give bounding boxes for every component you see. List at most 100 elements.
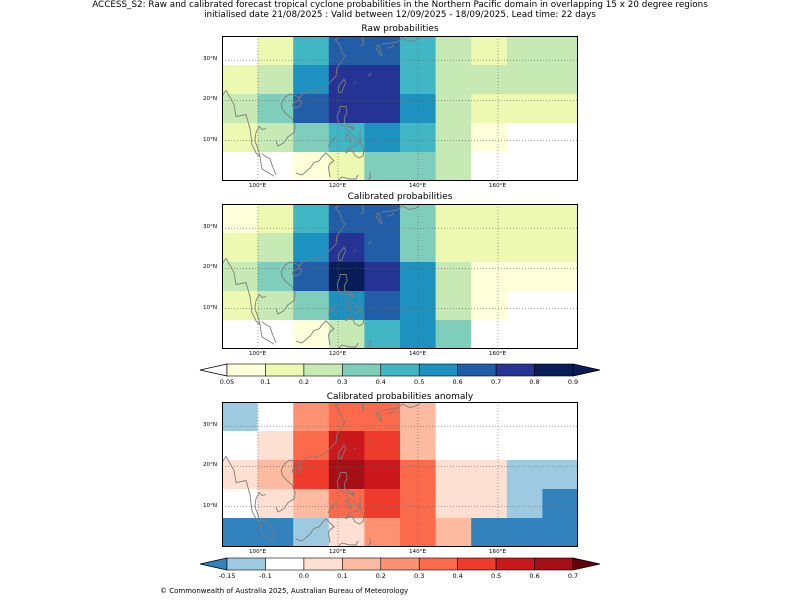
- colorbar-segment: [457, 557, 497, 571]
- coastline: [275, 36, 346, 147]
- region-cell: [471, 518, 508, 547]
- coastline: [295, 518, 335, 544]
- region-cell: [364, 94, 401, 124]
- colorbar-tick-label: 0.7: [567, 572, 579, 580]
- region-cell: [471, 460, 508, 490]
- coastline: [345, 301, 352, 312]
- region-cell: [328, 518, 365, 547]
- region-cell: [506, 460, 543, 490]
- colorbar-segment: [380, 557, 420, 571]
- region-cell: [222, 431, 259, 461]
- longitude-label: 100°E: [249, 351, 267, 357]
- coastline: [261, 321, 277, 344]
- colorbar-tick-label: 0.5: [414, 378, 425, 386]
- colorbar-segment: [380, 363, 420, 377]
- colorbar-tick-label: 0.1: [337, 572, 348, 580]
- colorbar-tick-label: 0.5: [490, 572, 502, 580]
- latitude-label: 10°N: [203, 136, 218, 143]
- coastline: [345, 140, 365, 159]
- longitude-label: 160°E: [489, 183, 507, 189]
- coastline: [353, 447, 356, 450]
- anomaly-panel-title: Calibrated probabilities anomaly: [326, 392, 474, 402]
- region-cell: [542, 518, 578, 547]
- region-cell: [222, 262, 259, 292]
- region-cell: [435, 431, 472, 461]
- colorbar-segment: [342, 363, 382, 377]
- coastline: [353, 81, 356, 84]
- coastline: [336, 274, 356, 299]
- raw-panel-title: Raw probabilities: [361, 24, 439, 34]
- region-cell: [364, 489, 401, 519]
- region-cell: [328, 489, 365, 519]
- coastline: [353, 249, 356, 252]
- region-cell: [400, 291, 437, 321]
- region-cell: [222, 36, 259, 66]
- region-cell: [257, 233, 294, 263]
- region-cell: [257, 65, 294, 95]
- region-cell: [435, 460, 472, 490]
- calibrated-panel-title: Calibrated probabilities: [347, 192, 453, 202]
- region-cell: [542, 320, 578, 349]
- region-cell: [364, 233, 401, 263]
- copyright-notice: © Commonwealth of Australia 2025, Austra…: [160, 587, 409, 595]
- coastline: [295, 152, 335, 178]
- region-cell: [364, 518, 401, 547]
- region-cell: [506, 431, 543, 461]
- coastline: [337, 174, 359, 181]
- latitude-label: 20°N: [203, 264, 218, 271]
- colorbar-tick-label: 0.2: [298, 378, 310, 386]
- longitude-label: 120°E: [329, 549, 347, 555]
- coastline: [254, 491, 267, 523]
- colorbar-segment: [457, 363, 497, 377]
- region-cell: [364, 320, 401, 349]
- region-cell: [506, 36, 543, 66]
- latitude-label: 30°N: [203, 56, 218, 63]
- coastline: [375, 212, 383, 224]
- region-cell: [222, 291, 259, 321]
- coastline: [368, 537, 372, 546]
- latitude-label: 30°N: [203, 224, 218, 231]
- latitude-label: 10°N: [203, 304, 218, 311]
- region-cell: [542, 65, 578, 95]
- region-cell: [435, 233, 472, 263]
- colorbar-tick-label: 0.1: [260, 378, 271, 386]
- region-cell: [506, 65, 543, 95]
- region-cell: [471, 65, 508, 95]
- colorbar-segment: [495, 557, 535, 571]
- region-cell: [293, 431, 330, 461]
- colorbar-tick-label: -0.1: [259, 572, 272, 580]
- region-cell: [328, 152, 365, 181]
- region-cell: [542, 36, 578, 66]
- region-cell: [506, 291, 543, 321]
- coastline: [327, 502, 338, 514]
- region-cell: [222, 320, 259, 349]
- region-cell: [435, 152, 472, 181]
- coastline: [222, 257, 275, 345]
- region-cell: [257, 518, 294, 547]
- calibrated-anomaly-map: 100°E 120°E 140°E 160°E 30°N 20°N 10°N: [203, 402, 578, 555]
- region-cell: [293, 402, 330, 432]
- region-cell: [257, 291, 294, 321]
- region-cell: [400, 204, 437, 234]
- region-cell: [435, 262, 472, 292]
- region-cell: [506, 204, 543, 234]
- region-cell: [328, 233, 365, 263]
- colorbar-tick-label: 0.6: [529, 572, 540, 580]
- region-cell: [435, 320, 472, 349]
- region-cell: [257, 262, 294, 292]
- region-cell: [435, 291, 472, 321]
- coastline: [387, 409, 395, 415]
- region-cell: [222, 65, 259, 95]
- region-cell: [506, 489, 543, 519]
- region-cell: [364, 431, 401, 461]
- coastline: [327, 304, 338, 316]
- colorbar-segment: [342, 557, 382, 571]
- region-cell: [400, 36, 437, 66]
- region-cell: [471, 262, 508, 292]
- region-cell: [257, 460, 294, 490]
- region-cell: [506, 152, 543, 181]
- coastline: [222, 89, 275, 177]
- colorbar-under-arrow: [199, 557, 228, 571]
- region-cell: [293, 123, 330, 153]
- colorbar-tick-label: 0.4: [375, 378, 386, 386]
